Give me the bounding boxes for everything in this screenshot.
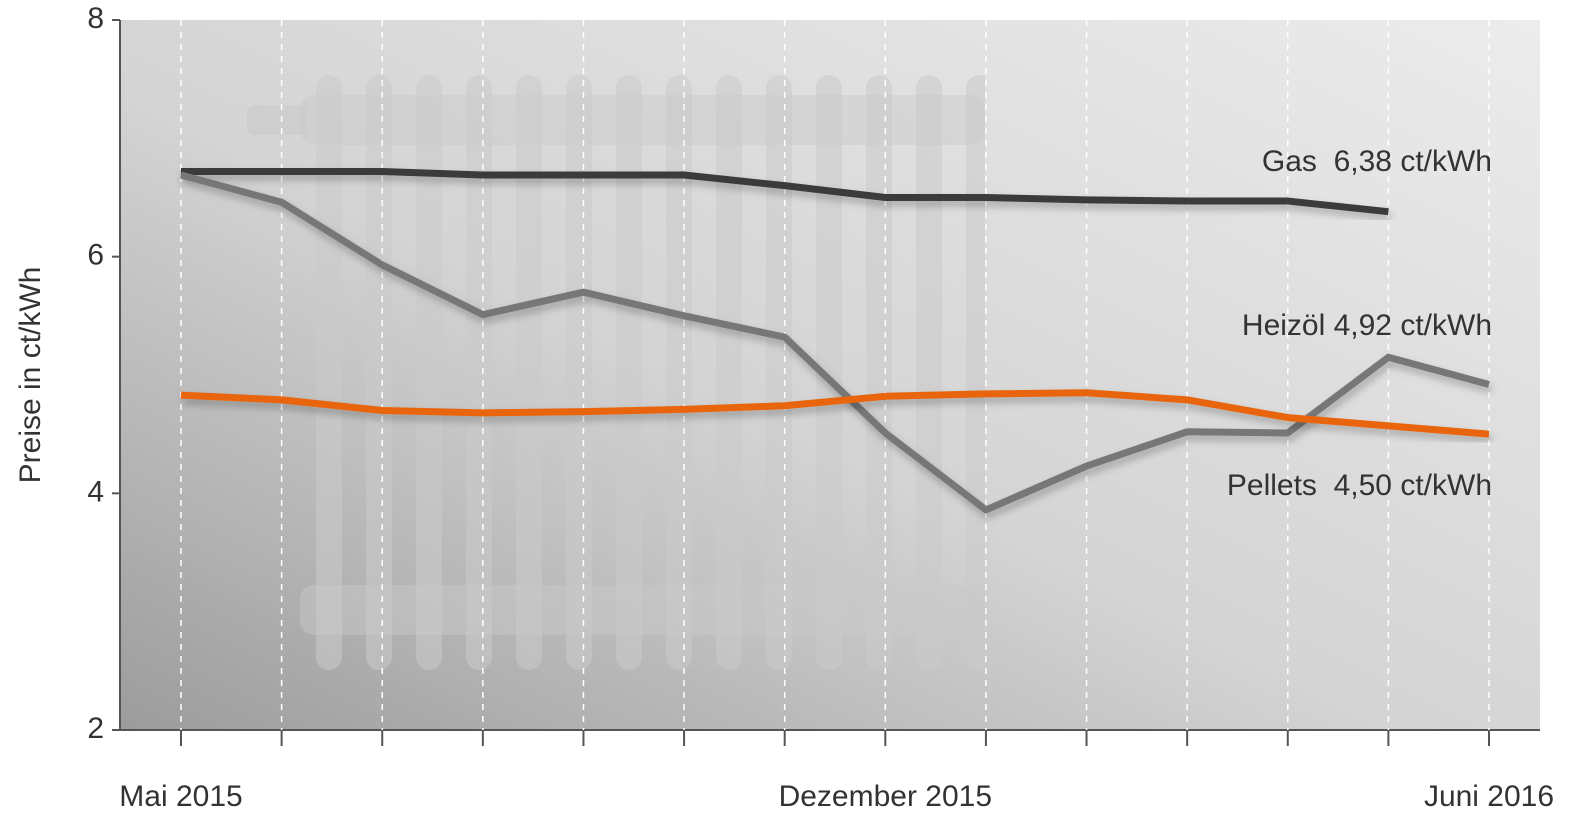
y-tick-label: 2 [87,712,104,745]
y-tick-label: 4 [87,475,104,508]
y-tick-label: 8 [87,2,104,35]
series-annotation: Heizöl 4,92 ct/kWh [1242,309,1492,342]
x-tick-label: Dezember 2015 [779,780,992,813]
y-axis-label: Preise in ct/kWh [14,267,47,484]
series-annotation: Gas 6,38 ct/kWh [1262,145,1492,178]
line-series [180,389,1490,438]
series-annotation: Pellets 4,50 ct/kWh [1227,469,1492,502]
line-series [181,167,1389,216]
x-tick-label: Mai 2015 [119,780,242,813]
y-tick-label: 6 [87,239,104,272]
radiator-illustration [247,75,985,670]
line-series [180,171,1490,514]
x-tick-label: Juni 2016 [1424,780,1554,813]
